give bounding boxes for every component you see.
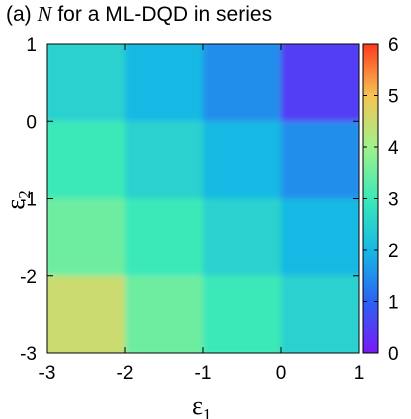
y-tick-label: -1 [20,190,37,211]
heatmap-cell [125,275,203,353]
colorbar-tick-label: 6 [388,35,399,56]
heatmap-cell [281,121,359,199]
heatmap-cell [203,121,281,199]
heatmap-cell [125,198,203,276]
x-tick-label: -1 [195,363,212,384]
title-suffix: for a ML-DQD in series [52,3,273,26]
heatmap-cell [125,44,203,122]
chart-title: (a) N for a ML-DQD in series [6,2,272,26]
y-tick-label: -2 [20,267,37,288]
x-tick-label: 0 [276,363,287,384]
colorbar-tick-label: 4 [388,138,399,159]
heatmap-cell [47,121,125,199]
y-tick-label: -3 [20,344,37,365]
x-tick-label: 1 [354,363,365,384]
heatmap-cells [47,44,359,353]
colorbar-tick-label: 5 [388,87,399,108]
y-axis-subscript: 2 [15,190,34,199]
colorbar-tick-label: 3 [388,190,399,211]
colorbar-tick-label: 2 [388,241,399,262]
heatmap-cell [281,198,359,276]
colorbar-ticks: 0 1 2 3 4 5 6 [363,35,399,365]
heatmap-cell [281,44,359,122]
heatmap-cell [203,275,281,353]
heatmap-cell [125,121,203,199]
x-axis-label: ε1 [192,391,211,419]
heatmap-cell [203,198,281,276]
y-axis-ticks: -3 -2 -1 0 1 [20,35,359,365]
y-axis-symbol: ε [1,199,30,210]
y-tick-label: 0 [26,112,37,133]
x-tick-label: -2 [117,363,134,384]
heatmap-cell [203,44,281,122]
x-tick-label: -3 [39,363,56,384]
title-prefix: (a) [6,3,38,26]
heatmap-cell [47,198,125,276]
x-axis-symbol: ε [192,391,203,419]
y-axis-label: ε2 [1,190,34,209]
heatmap-cell [47,275,125,353]
heatmap-cell [281,275,359,353]
x-axis-subscript: 1 [203,405,212,419]
title-variable: N [37,2,53,26]
heatmap-cell [47,44,125,122]
y-tick-label: 1 [26,35,37,56]
colorbar-tick-label: 1 [388,293,399,314]
x-axis-ticks: -3 -2 -1 0 1 [39,44,365,384]
colorbar-tick-label: 0 [388,344,399,365]
